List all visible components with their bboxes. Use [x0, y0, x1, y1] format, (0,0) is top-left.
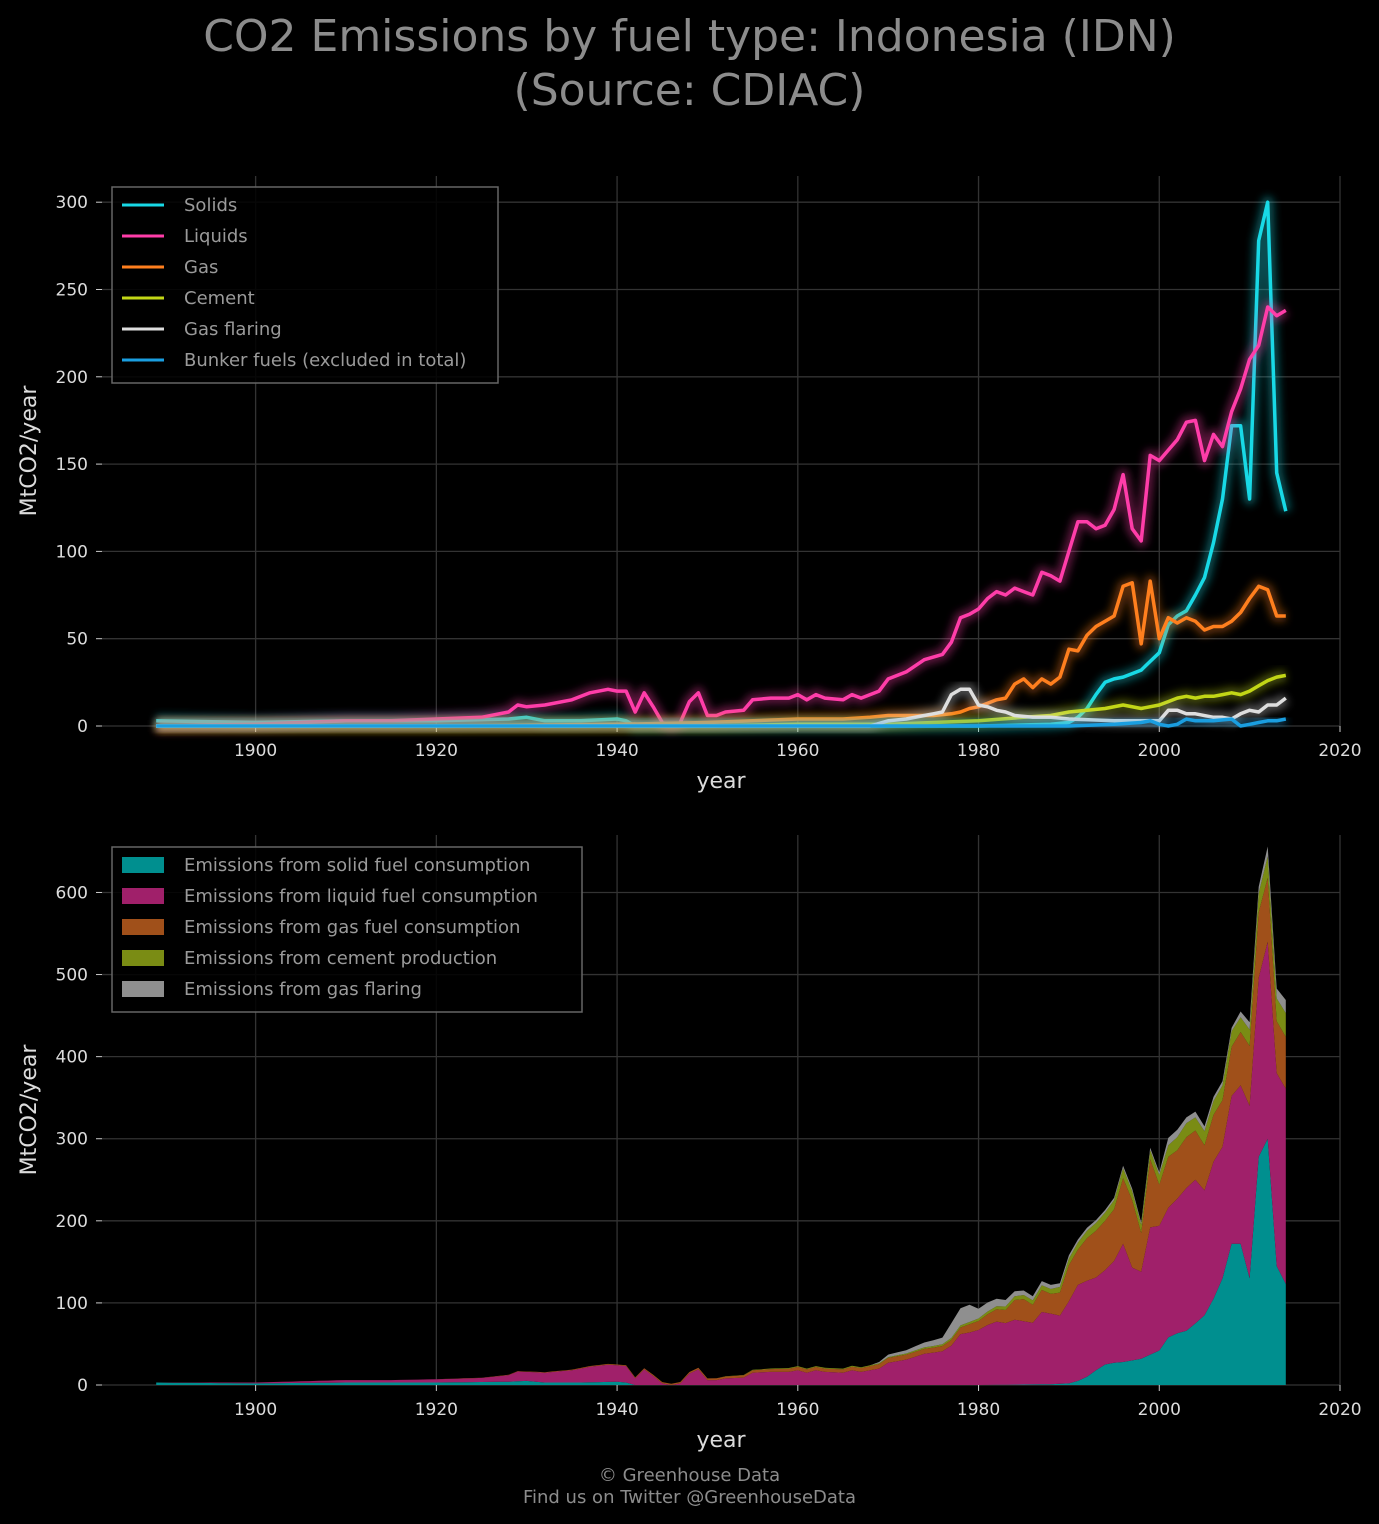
bottom-ytick-label: 400 [56, 1048, 88, 1068]
bottom-ytick-label: 100 [56, 1294, 88, 1314]
bottom-ytick-label: 600 [56, 883, 88, 903]
top-xtick-label: 1920 [415, 741, 458, 761]
bottom-xtick-label: 1960 [776, 1400, 819, 1420]
top-ytick-label: 0 [77, 717, 88, 737]
legend-label-emissions-from-solid-fuel-consumption: Emissions from solid fuel consumption [184, 855, 530, 876]
legend-label-emissions-from-gas-fuel-consumption: Emissions from gas fuel consumption [184, 917, 520, 938]
bottom-ytick-label: 500 [56, 966, 88, 986]
bottom-xtick-label: 2020 [1318, 1400, 1361, 1420]
top-xtick-label: 2000 [1138, 741, 1181, 761]
top-xtick-label: 2020 [1318, 741, 1361, 761]
series-line-bunker-fuels-excluded-in-total [156, 717, 1287, 728]
legend-label-liquids: Liquids [184, 226, 248, 247]
top-xtick-label: 1940 [595, 741, 638, 761]
legend-swatch-emissions-from-liquid-fuel-consumption [122, 888, 164, 904]
stacked-area-chart: 1900 1920 1940 1960 1980 2000 2020 0 100 200 300 40… [17, 835, 1362, 1453]
bottom-ytick-label: 200 [56, 1212, 88, 1232]
bottom-xtick-label: 1900 [234, 1400, 277, 1420]
legend-swatch-emissions-from-gas-flaring [122, 981, 164, 997]
chart-title: CO2 Emissions by fuel type: Indonesia (I… [0, 10, 1379, 118]
top-ytick-label: 150 [56, 455, 88, 475]
legend-label-cement: Cement [184, 288, 255, 309]
top-ytick-label: 100 [56, 542, 88, 562]
bottom-ytick-label: 0 [77, 1376, 88, 1396]
footer-twitter: Find us on Twitter @GreenhouseData [522, 1487, 857, 1508]
chart-title-line2: (Source: CDIAC) [513, 65, 866, 116]
legend-label-emissions-from-liquid-fuel-consumption: Emissions from liquid fuel consumption [184, 886, 538, 907]
legend-swatch-emissions-from-cement-production [122, 950, 164, 966]
bottom-xaxis-label: year [696, 1428, 746, 1453]
bottom-xtick-label: 1940 [595, 1400, 638, 1420]
legend-label-bunker-fuels-excluded-in-total: Bunker fuels (excluded in total) [184, 350, 466, 371]
legend-swatch-emissions-from-solid-fuel-consumption [122, 857, 164, 873]
bottom-yaxis-label: MtCO2/year [17, 1044, 42, 1176]
legend-label-gas: Gas [184, 257, 218, 278]
top-yaxis-label: MtCO2/year [17, 385, 42, 517]
top-ytick-label: 50 [66, 630, 88, 650]
footer: © Greenhouse Data Find us on Twitter @Gr… [0, 1465, 1379, 1509]
legend-label-emissions-from-cement-production: Emissions from cement production [184, 948, 497, 969]
top-xtick-label: 1900 [234, 741, 277, 761]
series-line-liquids [156, 305, 1287, 728]
legend-label-emissions-from-gas-flaring: Emissions from gas flaring [184, 979, 422, 1000]
top-xaxis-label: year [696, 769, 746, 794]
bottom-legend-box [111, 846, 583, 1013]
legend-label-gas-flaring: Gas flaring [184, 319, 282, 340]
line-chart: 1900 1920 1940 1960 1980 2000 2020 0 50 100 150 200… [17, 176, 1362, 794]
top-legend-box [111, 186, 499, 384]
top-xtick-label: 1980 [957, 741, 1000, 761]
bottom-ytick-label: 300 [56, 1130, 88, 1150]
top-xtick-label: 1960 [776, 741, 819, 761]
footer-copyright: © Greenhouse Data [598, 1465, 781, 1486]
bottom-xtick-label: 1920 [415, 1400, 458, 1420]
top-ytick-label: 200 [56, 368, 88, 388]
bottom-xtick-label: 2000 [1138, 1400, 1181, 1420]
bottom-xtick-label: 1980 [957, 1400, 1000, 1420]
top-ytick-label: 300 [56, 193, 88, 213]
chart-title-line1: CO2 Emissions by fuel type: Indonesia (I… [203, 11, 1176, 62]
legend-label-solids: Solids [184, 195, 237, 216]
area-emissions-from-solid-fuel-consumption [156, 1138, 1286, 1385]
top-ytick-label: 250 [56, 280, 88, 300]
legend-swatch-emissions-from-gas-fuel-consumption [122, 919, 164, 935]
